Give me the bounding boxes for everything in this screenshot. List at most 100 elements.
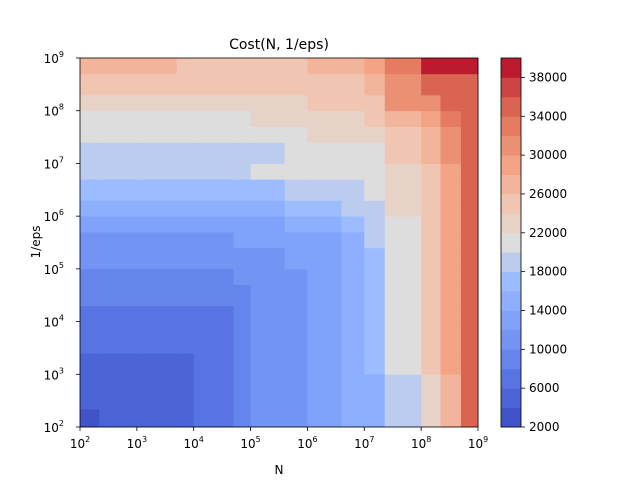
heatmap-cell — [284, 409, 308, 428]
heatmap-cell — [284, 163, 308, 180]
colorbar-band — [501, 388, 521, 408]
heatmap-cell — [233, 73, 251, 96]
heatmap-cell — [233, 163, 251, 180]
heatmap-cell — [80, 126, 100, 143]
heatmap-cell — [341, 284, 365, 307]
colorbar-tick-label: 14000 — [529, 303, 567, 317]
heatmap-cell — [460, 409, 479, 428]
heatmap-cell — [384, 216, 422, 233]
heatmap-cell — [284, 231, 308, 249]
colorbar-band — [501, 232, 521, 253]
heatmap-cell — [176, 200, 195, 217]
heatmap-cell — [440, 73, 462, 96]
heatmap-cell — [99, 58, 138, 75]
heatmap-cell — [460, 73, 479, 96]
heatmap-cell — [176, 231, 195, 249]
heatmap-cell — [193, 200, 234, 217]
heatmap-cell — [384, 231, 422, 249]
heatmap-cell — [99, 142, 138, 164]
heatmap-cell — [440, 284, 462, 307]
colorbar-band — [501, 271, 521, 292]
heatmap-cell — [284, 94, 308, 112]
heatmap-cell — [341, 94, 365, 112]
heatmap-cell — [193, 374, 234, 410]
heatmap-cell — [136, 200, 178, 217]
heatmap-cell — [341, 321, 365, 354]
heatmap-cell — [440, 58, 462, 75]
heatmap-cell — [99, 409, 138, 428]
heatmap-cell — [460, 200, 479, 217]
heatmap-cell — [284, 268, 308, 286]
heatmap-cell — [193, 73, 234, 96]
heatmap-cell — [284, 321, 308, 354]
heatmap-cell — [384, 321, 422, 354]
heatmap-cell — [250, 110, 286, 127]
heatmap-cell — [176, 247, 195, 270]
heatmap-cell — [284, 179, 308, 201]
heatmap-cell — [99, 126, 138, 143]
heatmap-cell — [384, 179, 422, 201]
heatmap-cell — [136, 247, 178, 270]
y-tick-label: 108 — [44, 103, 64, 119]
heatmap-cell — [384, 73, 422, 96]
heatmap-cell — [460, 126, 479, 143]
heatmap-cell — [250, 268, 286, 286]
heatmap-cell — [307, 374, 342, 410]
heatmap-cell — [80, 179, 100, 201]
heatmap-cell — [176, 126, 195, 143]
heatmap-cell — [341, 216, 365, 233]
heatmap-cell — [284, 110, 308, 127]
y-tick-label: 104 — [44, 314, 64, 330]
heatmap-cell — [250, 305, 286, 322]
heatmap-cell — [440, 231, 462, 249]
heatmap-cell — [80, 110, 100, 127]
heatmap-cell — [136, 142, 178, 164]
heatmap-cell — [421, 247, 441, 270]
y-tick-label: 107 — [44, 155, 64, 171]
heatmap-cell — [440, 110, 462, 127]
heatmap-cell — [284, 58, 308, 75]
colorbar-band — [501, 77, 521, 98]
heatmap-cell — [193, 126, 234, 143]
y-axis-label: 1/eps — [29, 226, 43, 259]
heatmap-cell — [99, 231, 138, 249]
heatmap-cell — [341, 200, 365, 217]
heatmap-cell — [80, 163, 100, 180]
heatmap-cell — [80, 305, 100, 322]
heatmap-cell — [80, 321, 100, 354]
heatmap-cell — [136, 305, 178, 322]
heatmap-cell — [99, 305, 138, 322]
heatmap-cell — [384, 200, 422, 217]
heatmap-cell — [307, 110, 342, 127]
heatmap-cell — [460, 305, 479, 322]
heatmap-cell — [176, 374, 195, 410]
heatmap-cell — [99, 179, 138, 201]
heatmap-cell — [193, 94, 234, 112]
heatmap-cell — [284, 142, 308, 164]
heatmap-cell — [176, 179, 195, 201]
heatmap-cell — [307, 73, 342, 96]
x-tick-label: 103 — [127, 435, 147, 451]
heatmap-cell — [284, 73, 308, 96]
heatmap-cell — [193, 409, 234, 428]
heatmap-cell — [421, 321, 441, 354]
heatmap-cell — [307, 284, 342, 307]
heatmap-cell — [460, 268, 479, 286]
colorbar-tick-label: 34000 — [529, 109, 567, 123]
heatmap-cell — [99, 200, 138, 217]
heatmap-cell — [364, 179, 386, 201]
y-tick-label: 106 — [44, 208, 64, 224]
heatmap-cell — [176, 94, 195, 112]
heatmap-cell — [307, 268, 342, 286]
colorbar-band — [501, 193, 521, 214]
heatmap-cells — [80, 58, 479, 428]
heatmap-cell — [364, 231, 386, 249]
heatmap-cell — [364, 163, 386, 180]
x-axis: 102 103 104 105 106 107 108 109 — [70, 427, 488, 451]
heatmap-cell — [99, 110, 138, 127]
heatmap-cell — [136, 110, 178, 127]
heatmap-cell — [233, 268, 251, 286]
heatmap-cell — [364, 94, 386, 112]
chart-title: Cost(N, 1/eps) — [229, 37, 329, 53]
heatmap-cell — [193, 142, 234, 164]
